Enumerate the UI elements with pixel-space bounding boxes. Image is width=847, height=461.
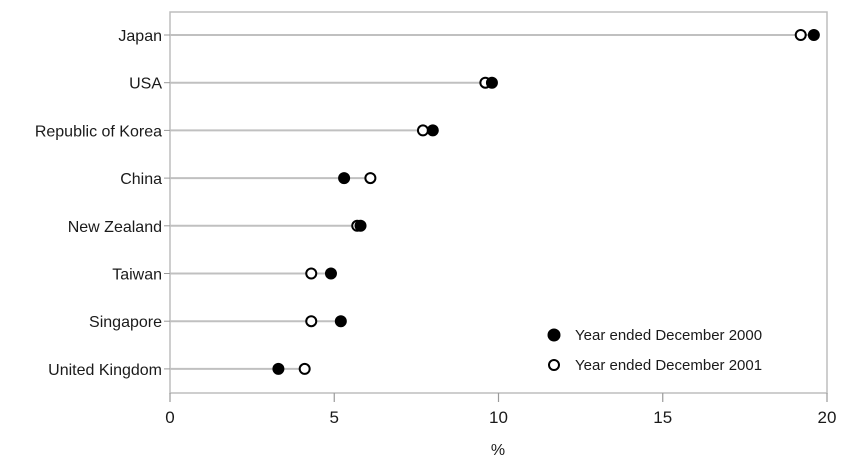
- x-tick-label: 0: [165, 408, 174, 427]
- marker-2000: [426, 124, 439, 137]
- marker-2000: [334, 315, 347, 328]
- marker-2000: [324, 267, 337, 280]
- connector-lines: [170, 34, 814, 370]
- marker-2001: [305, 315, 318, 328]
- x-tick-label: 5: [330, 408, 339, 427]
- category-label: New Zealand: [68, 219, 162, 236]
- x-tick-label: 15: [653, 408, 672, 427]
- legend-marker-2000: [547, 328, 561, 342]
- marker-2001: [305, 267, 318, 280]
- marker-2000: [338, 172, 351, 185]
- x-axis-ticks: 0 5 10 15 20: [165, 393, 836, 427]
- category-label: China: [120, 171, 162, 188]
- marker-2001: [416, 124, 429, 137]
- legend-label: Year ended December 2000: [575, 327, 762, 344]
- category-label: Singapore: [89, 314, 162, 331]
- marker-2001: [298, 362, 311, 375]
- category-label: Japan: [118, 28, 162, 45]
- legend: Year ended December 2000 Year ended Decem…: [547, 327, 762, 374]
- marker-2000: [272, 362, 285, 375]
- category-label: USA: [129, 76, 162, 93]
- legend-marker-2001: [548, 359, 560, 371]
- marker-2000: [485, 76, 498, 89]
- x-axis-label: %: [491, 442, 505, 459]
- legend-label: Year ended December 2001: [575, 357, 762, 374]
- marker-2000: [354, 219, 367, 232]
- x-tick-label: 10: [489, 408, 508, 427]
- category-label: Taiwan: [112, 267, 162, 284]
- category-label: United Kingdom: [48, 362, 162, 379]
- marker-2000: [807, 29, 820, 41]
- marker-2001: [364, 172, 377, 185]
- category-label: Republic of Korea: [35, 123, 162, 140]
- data-markers: [272, 29, 820, 375]
- x-tick-label: 20: [818, 408, 837, 427]
- category-labels: Japan USA Republic of Korea China New Zealan…: [35, 28, 170, 379]
- marker-2001: [794, 29, 807, 41]
